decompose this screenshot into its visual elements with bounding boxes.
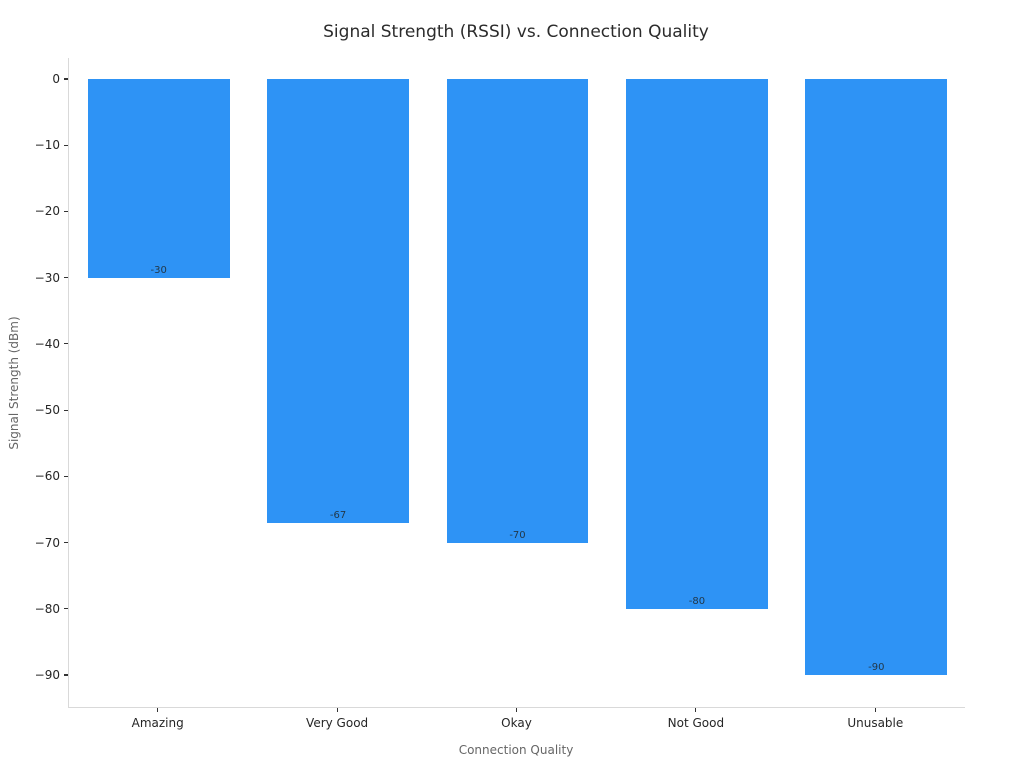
y-tick-mark <box>64 210 68 213</box>
y-tick-label: −10 <box>34 138 60 153</box>
x-tick-label: Amazing <box>131 716 184 730</box>
y-tick-mark <box>64 409 68 411</box>
x-tick-mark <box>515 708 518 712</box>
y-tick-mark <box>64 343 68 345</box>
x-tick-label: Very Good <box>306 716 369 730</box>
x-tick-mark <box>874 708 876 712</box>
y-axis-title: Signal Strength (dBm) <box>7 316 21 450</box>
y-tick-mark <box>64 475 68 477</box>
x-tick-mark <box>695 708 697 712</box>
x-tick-mark <box>336 708 338 712</box>
bar-value-label: -67 <box>329 509 347 521</box>
bar-value-label: -30 <box>150 264 167 276</box>
bar-value-label: -90 <box>868 662 885 673</box>
y-tick-mark <box>64 78 68 80</box>
y-tick-label: −30 <box>34 270 60 285</box>
y-tick-mark <box>64 144 68 146</box>
y-tick-mark <box>64 277 68 279</box>
bar-unusable: -90 <box>805 79 948 675</box>
y-tick-mark <box>64 608 68 610</box>
bar-not-good: -80 <box>626 79 768 609</box>
y-tick-label: −90 <box>34 668 60 682</box>
y-tick-label: −70 <box>34 535 60 550</box>
plot-area: -30 -67 -70 -80 -90 <box>68 58 965 708</box>
bar-amazing: -30 <box>87 79 230 278</box>
y-tick-label: −20 <box>34 204 60 219</box>
x-axis-title: Connection Quality <box>458 743 574 757</box>
bar-okay: -70 <box>446 79 589 543</box>
x-tick-label: Unusable <box>847 716 904 730</box>
y-tick-label: −50 <box>34 403 60 418</box>
chart-title: Signal Strength (RSSI) vs. Connection Qu… <box>323 22 709 42</box>
y-tick-mark <box>64 674 68 676</box>
x-tick-label: Okay <box>501 716 532 730</box>
x-tick-mark <box>157 708 159 712</box>
y-tick-label: −80 <box>34 601 60 616</box>
y-tick-mark <box>64 541 68 544</box>
x-tick-label: Not Good <box>667 716 725 730</box>
bar-value-label: -70 <box>509 529 526 541</box>
y-tick-label: −60 <box>34 469 60 484</box>
bar-value-label: -80 <box>688 595 706 607</box>
bar-very-good: -67 <box>267 79 409 523</box>
y-tick-label: 0 <box>52 72 60 86</box>
y-tick-label: −40 <box>34 336 60 351</box>
